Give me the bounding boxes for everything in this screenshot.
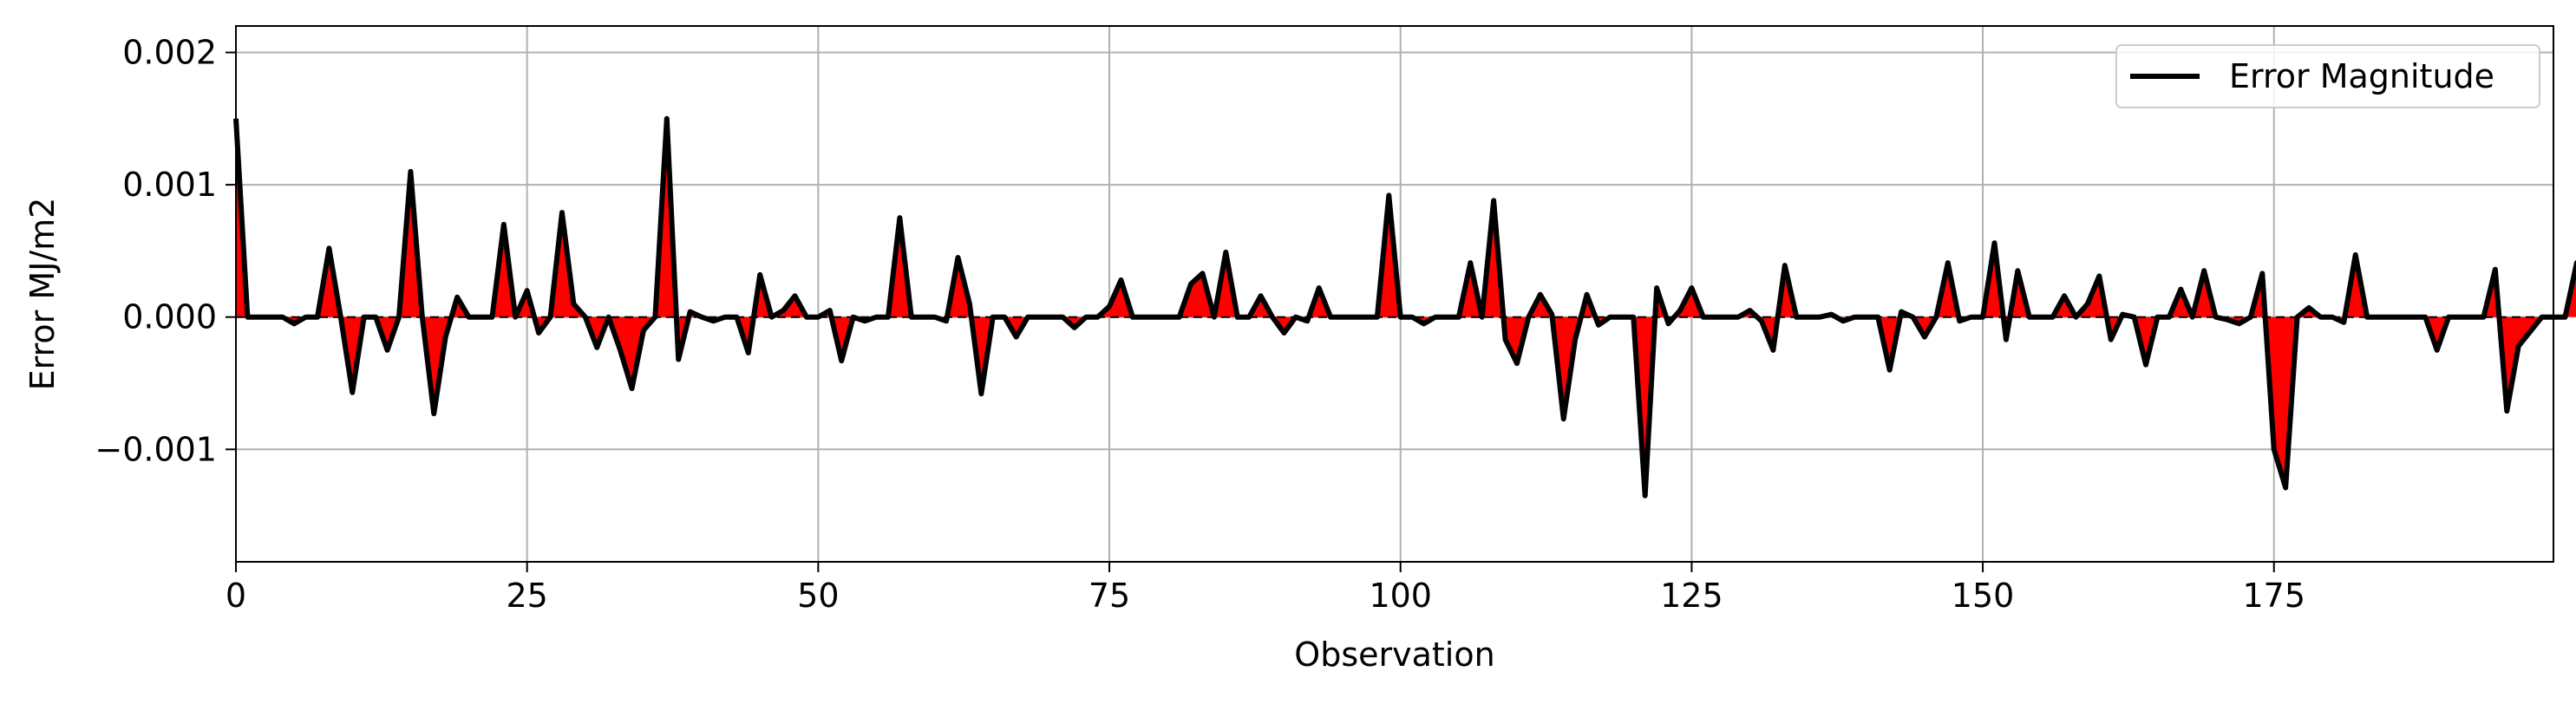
error-magnitude-line (233, 115, 2576, 499)
y-tick-label: 0.001 (122, 166, 217, 204)
x-axis-label: Observation (1294, 636, 1494, 674)
x-tick-label: 75 (1089, 577, 1130, 615)
x-tick-label: 100 (1369, 577, 1432, 615)
x-tick-label: 0 (226, 577, 246, 615)
legend-box (2115, 44, 2540, 108)
y-axis-ticks: 0.002 0.001 0.000 −0.001 (95, 34, 236, 468)
x-tick-label: 125 (1660, 577, 1723, 615)
x-tick-label: 175 (2242, 577, 2305, 615)
y-tick-label: −0.001 (95, 430, 217, 468)
legend-entry-label: Error Magnitude (2229, 57, 2494, 95)
x-tick-label: 25 (506, 577, 547, 615)
error-line (233, 115, 2576, 499)
error-fill-area (236, 118, 2576, 496)
plot-frame (235, 25, 2554, 563)
y-tick-label: 0.000 (122, 298, 217, 336)
y-tick-label: 0.002 (122, 34, 217, 72)
x-tick-label: 50 (797, 577, 839, 615)
y-axis-label: Error MJ/m2 (23, 198, 62, 391)
x-axis-ticks: 0 25 50 75 100 125 150 175 (226, 562, 2305, 615)
x-tick-label: 150 (1952, 577, 2015, 615)
error-fill-shape (236, 118, 2576, 496)
legend: Error Magnitude (2115, 44, 2540, 108)
